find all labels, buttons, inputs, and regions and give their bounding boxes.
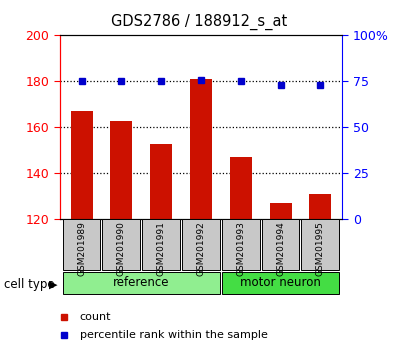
Text: count: count (80, 312, 111, 322)
Bar (190, 79, 212, 219)
Bar (103, 219, 140, 270)
Bar (302, 219, 339, 270)
Text: GSM201993: GSM201993 (236, 221, 245, 276)
Bar (230, 157, 252, 219)
Bar (142, 219, 180, 270)
Text: GSM201994: GSM201994 (276, 221, 285, 276)
Bar (110, 120, 132, 219)
Bar (182, 219, 220, 270)
Bar (270, 203, 291, 219)
Bar (222, 219, 259, 270)
Text: GSM201989: GSM201989 (77, 221, 86, 276)
Bar (309, 194, 331, 219)
Text: GSM201991: GSM201991 (157, 221, 166, 276)
Text: GSM201990: GSM201990 (117, 221, 126, 276)
Bar (262, 219, 300, 270)
Text: reference: reference (113, 276, 170, 289)
Bar (222, 272, 339, 294)
Bar (63, 272, 220, 294)
Text: GSM201992: GSM201992 (197, 221, 205, 276)
Bar (150, 143, 172, 219)
Text: GDS2786 / 188912_s_at: GDS2786 / 188912_s_at (111, 14, 287, 30)
Bar (63, 219, 100, 270)
Bar (71, 111, 93, 219)
Text: cell type: cell type (4, 279, 55, 291)
Text: percentile rank within the sample: percentile rank within the sample (80, 330, 267, 339)
Text: motor neuron: motor neuron (240, 276, 321, 289)
Text: GSM201995: GSM201995 (316, 221, 325, 276)
Text: ▶: ▶ (49, 280, 57, 290)
